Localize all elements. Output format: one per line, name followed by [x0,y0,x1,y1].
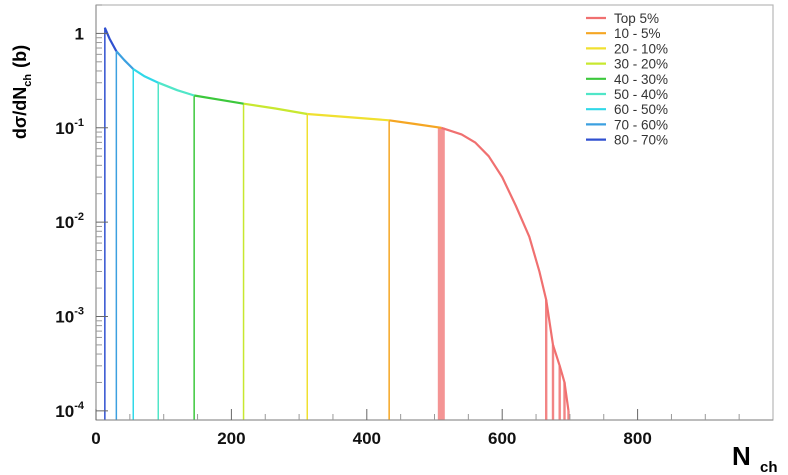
legend: Top 5%10 - 5%20 - 10%30 - 20%40 - 30%50 … [586,11,668,148]
x-ticks: 0 200 400 600 800 [91,409,740,448]
legend-label: 60 - 50% [614,102,668,117]
top-5-tail-bar [567,410,570,420]
series-60-50 [132,68,159,84]
legend-label: 70 - 60% [614,117,668,132]
y-tick-label: 10-3 [55,305,84,326]
edge-40-30 [193,95,195,420]
svg-text:dσ/dNch(b): dσ/dNch (b) [10,45,34,139]
top-5-tail-bar [545,299,548,420]
series-40-30 [194,94,244,105]
edge-30-20 [242,103,245,420]
axes [95,5,773,421]
legend-label: 80 - 70% [614,133,668,148]
legend-label: 10 - 5% [614,26,661,41]
x-axis-label: N ch [732,441,778,475]
x-tick-label: 600 [488,429,516,448]
legend-label: Top 5% [614,11,659,26]
legend-label: 50 - 40% [614,87,668,102]
x-axis-label-sub: ch [760,459,778,475]
x-tick-label: 200 [217,429,245,448]
edge-50-40 [157,82,159,420]
edge-10-5 [388,120,390,421]
series-20-10 [307,112,390,122]
y-axis-label: dσ/dNch (b) [10,45,34,139]
x-tick-label: 400 [353,429,381,448]
edge-top-5 [437,127,445,421]
top-5-tail-bar [563,382,566,420]
series-30-20 [243,102,308,116]
edge-60-50 [132,69,134,420]
y-axis-label-main: dσ/dN [10,87,30,139]
series-top-5 [440,126,570,412]
y-tick-label: 10-4 [55,400,85,421]
legend-label: 30 - 20% [614,57,668,72]
legend-label: 40 - 30% [614,72,668,87]
edge-80-70 [104,27,106,420]
edge-20-10 [306,114,308,420]
series-80-70 [103,27,118,52]
panel-label: (b) [10,45,30,68]
legend-label: 20 - 10% [614,41,668,56]
y-ticks: 1 10-1 10-2 10-3 10-4 [55,4,108,421]
x-axis-label-main: N [732,441,751,471]
centrality-edges [104,27,570,421]
x-tick-label: 0 [91,429,100,448]
y-tick-label: 10-2 [55,211,84,232]
series-10-5 [388,119,442,129]
y-axis-label-sub: ch [22,74,34,87]
data-curves [103,27,570,412]
y-tick-label: 10-1 [55,117,84,138]
series-50-40 [157,81,195,97]
top-5-tail-bar [558,365,561,420]
plot-frame [95,4,774,421]
series-70-60 [115,50,134,70]
top-5-tail-bar [551,344,555,420]
y-tick-label: 1 [75,24,84,43]
edge-70-60 [115,51,118,420]
x-tick-label: 800 [623,429,651,448]
